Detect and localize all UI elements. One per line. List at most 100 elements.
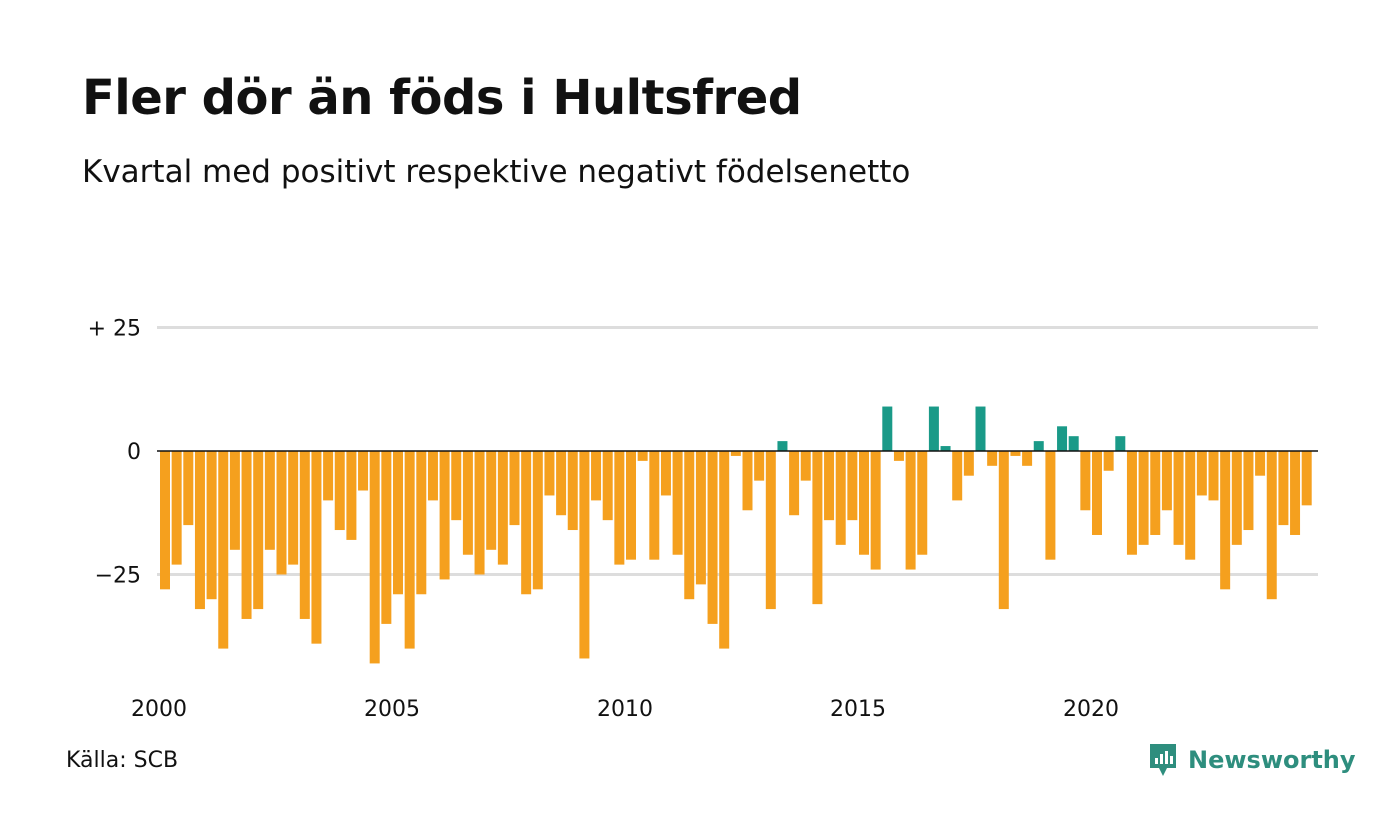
bar-negative [1243,451,1254,531]
bar-negative [276,451,287,575]
bar-negative [812,451,823,605]
bar-negative [206,451,217,600]
bar-negative [427,451,438,501]
bar-negative [1045,451,1056,560]
bar-negative [626,451,636,560]
bar-positive [1033,441,1044,451]
chart-title: Fler dör än föds i Hultsfred [82,70,802,126]
bar-negative [556,451,567,516]
bar-negative [311,451,322,644]
bar-negative [358,451,369,491]
bar-negative [334,451,345,531]
bar-negative [486,451,497,550]
bar-negative [1161,451,1172,511]
bar-negative [963,451,974,476]
bar-negative [859,451,869,555]
bar-negative [404,451,415,649]
bar-negative [194,451,205,610]
grid-lines [157,326,1318,576]
bar-negative [1278,451,1289,526]
bar-negative [346,451,357,540]
bar-negative [439,451,450,580]
bar-negative [800,451,811,481]
bar-negative [847,451,858,521]
bar-negative [684,451,695,600]
bar-negative [264,451,275,550]
bar-negative [416,451,427,595]
bar-negative [229,451,240,550]
bar-negative [602,451,613,521]
axes: + 25 0 −25 2000 2005 2010 2015 2020 [88,317,1318,722]
newsworthy-logo: Newsworthy [1148,742,1356,778]
bar-negative [567,451,578,531]
bar-negative [719,451,730,649]
bar-positive [1057,426,1068,451]
bar-negative [241,451,252,619]
bar-negative [637,451,648,461]
bar-negative [1220,451,1231,590]
bar-negative [1138,451,1149,545]
x-tick-label: 2010 [597,697,653,722]
bar-negative [649,451,660,560]
bar-positive [940,446,951,451]
bar-negative [1103,451,1114,471]
newsworthy-logo-text: Newsworthy [1188,746,1356,774]
bar-negative [987,451,998,466]
bar-negative [591,451,602,501]
y-tick-label: + 25 [88,317,141,342]
bar-negative [1173,451,1184,545]
bar-negative [393,451,403,595]
bar-negative [835,451,846,545]
bar-negative [1010,451,1021,456]
bar-negative [730,451,741,456]
x-tick-label: 2000 [131,697,187,722]
bar-negative [765,451,776,610]
bar-positive [1115,436,1126,451]
bar-negative [695,451,706,585]
bar-negative [160,451,170,590]
bar-negative [509,451,520,526]
y-tick-label: 0 [127,440,141,465]
bar-negative [870,451,881,570]
bar-negative [579,451,590,659]
bar-negative [323,451,334,501]
bar-negative [1185,451,1196,560]
bar-negative [1092,451,1102,535]
bar-negative [742,451,753,511]
source-note: Källa: SCB [66,748,179,773]
x-tick-label: 2015 [830,697,886,722]
bar-negative [754,451,765,481]
bar-negative [824,451,835,521]
bar-positive [777,441,788,451]
bar-negative [1126,451,1137,555]
bar-negative [1255,451,1266,476]
bar-negative [672,451,683,555]
bar-negative [952,451,963,501]
bar-negative [299,451,310,619]
x-tick-label: 2020 [1063,697,1119,722]
bar-negative [1080,451,1091,511]
bar-negative [171,451,182,565]
bar-negative [1022,451,1033,466]
bar-negative [381,451,392,624]
bar-negative [532,451,543,590]
bar-negative [521,451,532,595]
bar-positive [928,406,939,451]
bar-negative [893,451,904,461]
bar-negative [544,451,555,496]
bar-negative [917,451,928,555]
bar-negative [1196,451,1207,496]
y-tick-label: −25 [95,564,141,589]
bar-negative [253,451,264,610]
bars [160,406,1312,664]
bar-negative [998,451,1009,610]
bar-positive [882,406,893,451]
bar-negative [1231,451,1242,545]
bar-negative [369,451,380,664]
bar-negative [451,451,462,521]
bar-negative [497,451,508,565]
bar-negative [660,451,671,496]
bar-negative [183,451,194,526]
bar-negative [905,451,916,570]
